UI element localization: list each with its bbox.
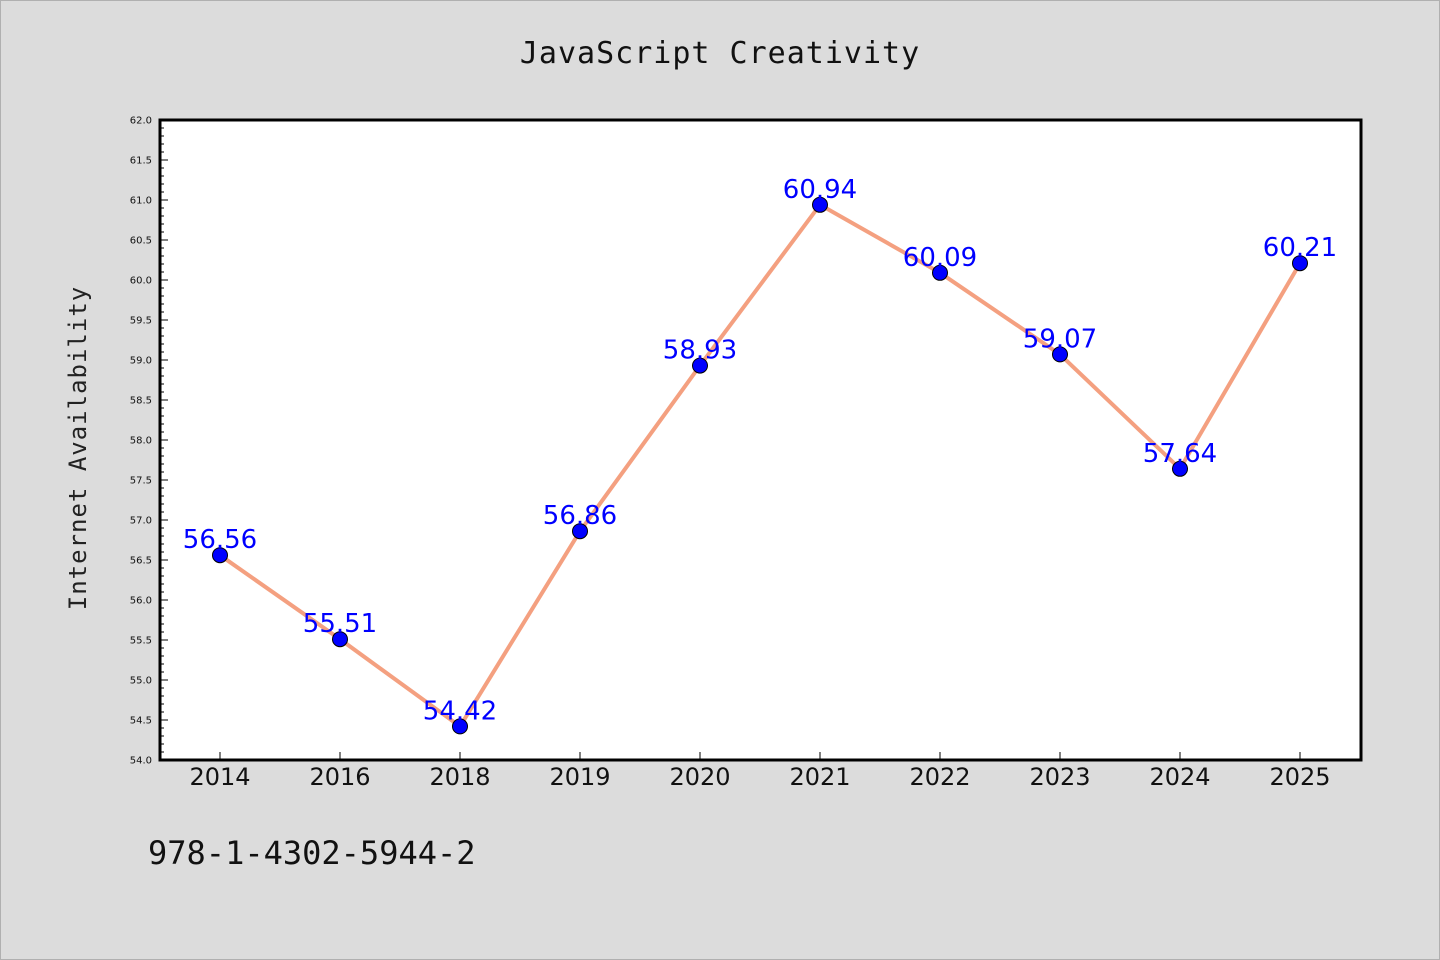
y-axis-label: Internet Availability — [64, 286, 92, 610]
data-point — [1292, 255, 1308, 272]
y-tick-label: 61.0 — [130, 196, 152, 207]
y-axis: 54.0 54.5 55.0 55.5 56.0 56.5 57.0 57.5 58.0 58.5… — [130, 116, 168, 767]
x-tick-label: 2024 — [1149, 763, 1210, 791]
x-tick-label: 2021 — [789, 763, 850, 791]
x-tick-label: 2023 — [1029, 763, 1090, 791]
y-tick-label: 57.5 — [130, 476, 152, 487]
x-tick-label: 2020 — [669, 763, 730, 791]
chart-title: JavaScript Creativity — [520, 36, 920, 71]
y-tick-label: 60.0 — [130, 276, 152, 287]
y-tick-label: 58.5 — [130, 396, 152, 407]
data-label: 59.07 — [1023, 324, 1097, 354]
series-group: 56.56 55.51 54.42 56.86 58.93 60.94 60.09 59.07… — [183, 175, 1337, 735]
y-tick-label: 59.5 — [130, 316, 152, 327]
data-point — [1052, 346, 1068, 363]
data-label: 56.56 — [183, 525, 257, 555]
x-axis: 2014 2016 2018 2019 2020 2021 2022 2023 2024 2025 — [189, 752, 1331, 791]
y-tick-label: 56.5 — [130, 556, 152, 567]
x-tick-label: 2018 — [429, 763, 490, 791]
data-label: 56.86 — [543, 501, 617, 531]
y-tick-label: 57.0 — [130, 516, 152, 527]
y-tick-label: 58.0 — [130, 436, 152, 447]
data-point — [212, 547, 228, 564]
x-tick-label: 2022 — [909, 763, 970, 791]
data-label: 55.51 — [303, 609, 377, 639]
data-label: 60.21 — [1263, 233, 1337, 263]
y-tick-label: 62.0 — [130, 116, 152, 127]
y-tick-label: 56.0 — [130, 596, 152, 607]
data-label: 60.94 — [783, 175, 857, 205]
data-point — [812, 196, 828, 213]
y-tick-label: 55.5 — [130, 636, 152, 647]
data-point — [332, 631, 348, 648]
y-tick-label: 60.5 — [130, 236, 152, 247]
data-label: 54.42 — [423, 696, 497, 726]
y-tick-label: 59.0 — [130, 356, 152, 367]
y-tick-label: 54.5 — [130, 716, 152, 727]
data-label: 58.93 — [663, 336, 737, 366]
data-point — [572, 523, 588, 540]
series-line — [218, 202, 1302, 729]
data-point — [932, 264, 948, 281]
x-tick-label: 2019 — [549, 763, 610, 791]
x-tick-label: 2016 — [309, 763, 370, 791]
y-tick-label: 55.0 — [130, 676, 152, 687]
isbn-text: 978-1-4302-5944-2 — [148, 834, 476, 872]
data-label: 60.09 — [903, 243, 977, 273]
y-tick-label: 54.0 — [130, 756, 152, 767]
data-point — [692, 357, 708, 374]
data-label: 57.64 — [1143, 439, 1217, 469]
data-point — [1172, 460, 1188, 477]
x-tick-label: 2025 — [1269, 763, 1330, 791]
data-point — [452, 718, 468, 735]
y-tick-label: 61.5 — [130, 156, 152, 167]
x-tick-label: 2014 — [189, 763, 250, 791]
